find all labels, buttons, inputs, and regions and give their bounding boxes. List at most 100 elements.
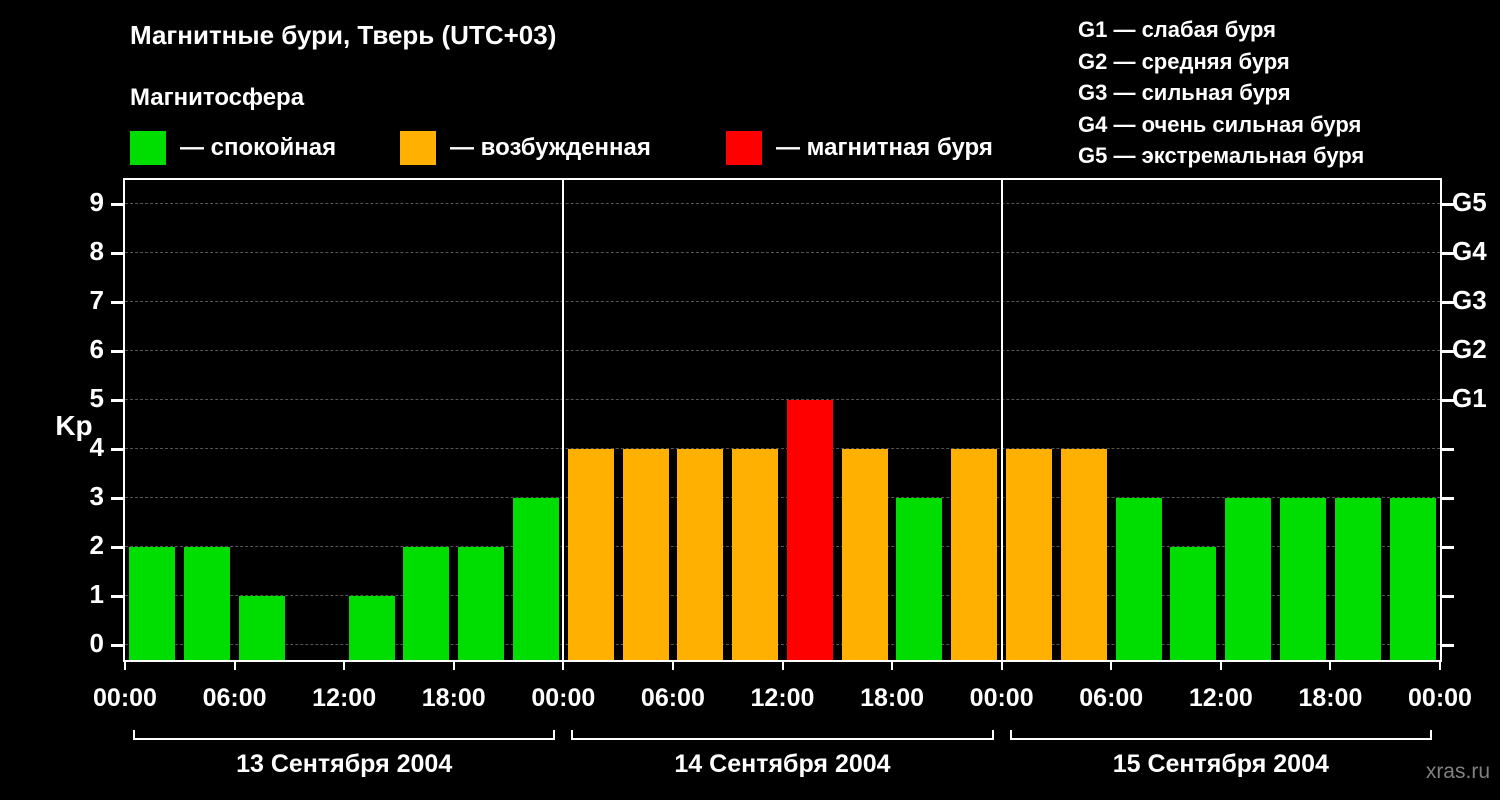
x-tick-label: 18:00 (1298, 684, 1363, 712)
y-tick (111, 301, 125, 304)
kp-bar (1225, 498, 1272, 660)
date-bracket (133, 730, 556, 740)
x-tick (233, 662, 236, 670)
day-separator (1000, 180, 1003, 660)
x-tick (452, 662, 455, 670)
kp-bar (841, 449, 888, 660)
y-tick-right (1440, 252, 1454, 255)
kp-bar (129, 547, 176, 660)
kp-bar (677, 449, 724, 660)
excited-color-swatch (400, 130, 436, 165)
y-tick-right (1440, 644, 1454, 647)
y-tick-label: 1 (89, 579, 104, 609)
kp-bar (1006, 449, 1053, 660)
y-tick-right (1440, 595, 1454, 598)
storm-scale-g5: G5 — экстремальная буря (1078, 143, 1365, 168)
plot-border-bottom (123, 660, 1442, 662)
gridline (125, 497, 1440, 498)
legend-label-storm: — магнитная буря (776, 133, 993, 161)
gridline (125, 203, 1440, 204)
y-tick-right (1440, 546, 1454, 549)
kp-bar (786, 400, 833, 660)
x-tick (124, 662, 126, 670)
y-tick-right (1440, 203, 1454, 206)
g-scale-label: G5 (1452, 187, 1487, 217)
x-tick (1110, 662, 1113, 670)
kp-bar (1170, 547, 1217, 660)
kp-bar (458, 547, 505, 660)
y-tick-label: 6 (89, 334, 104, 364)
x-tick (891, 662, 894, 670)
y-tick-label: 8 (89, 236, 104, 266)
x-tick-label: 00:00 (1408, 684, 1472, 712)
x-tick-label: 18:00 (421, 684, 486, 712)
storm-scale-g2: G2 — средняя буря (1078, 48, 1290, 74)
kp-bar (896, 498, 943, 660)
date-bracket (571, 730, 994, 740)
date-label: 15 Сентября 2004 (1112, 750, 1329, 778)
kp-bar (238, 596, 285, 660)
g-scale-label: G3 (1452, 285, 1487, 315)
y-tick (111, 595, 125, 598)
y-tick-right (1440, 399, 1454, 402)
y-tick (111, 546, 125, 549)
y-tick-right (1440, 448, 1454, 451)
y-tick-label: 0 (89, 628, 104, 658)
legend-item-quiet: — спокойная (130, 129, 336, 166)
y-tick (111, 644, 125, 647)
y-tick-right (1440, 350, 1454, 353)
x-tick (781, 662, 784, 670)
kp-bar (732, 449, 779, 660)
kp-bar (622, 449, 669, 660)
y-tick-right (1440, 497, 1454, 500)
plot-area (125, 180, 1440, 660)
y-tick (111, 399, 125, 402)
gridline (125, 448, 1440, 449)
quiet-color-swatch (130, 130, 166, 165)
kp-bar (348, 596, 395, 660)
day-separator (562, 180, 565, 660)
chart-title: Магнитные бури, Тверь (UTC+03) (130, 20, 557, 50)
legend-item-excited: — возбужденная (400, 129, 651, 166)
y-axis-title: Kp (55, 410, 93, 441)
legend-label-excited: — возбужденная (450, 133, 651, 161)
x-tick-label: 00:00 (969, 684, 1034, 712)
x-tick-label: 00:00 (531, 684, 596, 712)
legend-label-quiet: — спокойная (180, 133, 337, 161)
y-tick (111, 203, 125, 206)
x-tick (1329, 662, 1332, 670)
gridline (125, 595, 1440, 596)
g-scale-label: G2 (1452, 334, 1487, 364)
x-tick-label: 06:00 (202, 684, 267, 712)
gridline (125, 399, 1440, 400)
chart-subtitle: Магнитосфера (130, 84, 305, 111)
y-tick-label: 9 (89, 187, 104, 217)
date-bracket (1009, 730, 1432, 740)
legend-item-storm: — магнитная буря (726, 129, 993, 166)
watermark: xras.ru (1425, 760, 1490, 783)
y-tick-right (1440, 301, 1454, 304)
gridline (125, 301, 1440, 302)
kp-bar (1115, 498, 1162, 660)
x-tick-label: 06:00 (1079, 684, 1144, 712)
kp-bar (567, 449, 614, 660)
storm-scale-g1: G1 — слабая буря (1078, 17, 1277, 42)
y-tick-label: 7 (89, 285, 104, 315)
y-tick (111, 448, 125, 451)
gridline (125, 252, 1440, 253)
y-tick (111, 350, 125, 353)
kp-bar (512, 498, 559, 660)
x-tick (1219, 662, 1222, 670)
kp-bar (951, 449, 998, 660)
gridline (125, 350, 1440, 351)
kp-bar (1334, 498, 1381, 660)
y-tick (111, 497, 125, 500)
y-tick-label: 3 (89, 481, 104, 511)
x-tick-label: 06:00 (640, 684, 705, 712)
x-tick (343, 662, 346, 670)
storm-color-swatch (726, 130, 762, 165)
x-tick-label: 00:00 (93, 684, 157, 712)
y-tick-label: 2 (89, 530, 104, 560)
x-tick (1439, 662, 1441, 670)
kp-bar (1280, 498, 1327, 660)
